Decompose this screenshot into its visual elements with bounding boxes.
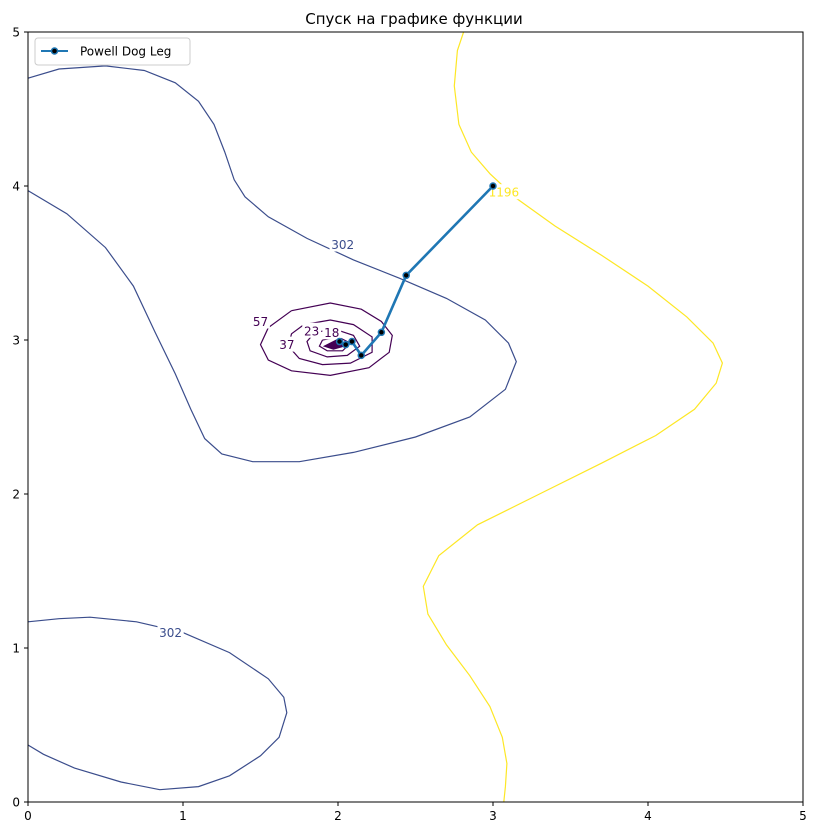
chart-title: Спуск на графике функции	[305, 10, 523, 28]
x-axis: 0 1 2 3 4 5	[24, 802, 807, 823]
x-tick-label-0: 0	[24, 809, 32, 823]
series-point-0-5	[342, 340, 350, 349]
y-tick-label-5: 5	[12, 26, 20, 40]
contour-label-1-0: 1196	[489, 186, 520, 200]
contour-line-0-0	[27, 65, 517, 463]
legend-marker-powell-dog-leg	[50, 47, 59, 55]
x-tick-label-1: 1	[179, 809, 187, 823]
series-point-0-1	[402, 271, 410, 280]
x-tick-label-3: 3	[489, 809, 497, 823]
y-tick-label-3: 3	[12, 334, 20, 348]
legend-box	[34, 37, 191, 66]
contour-layer: 302 302 1196 57 37 23 18	[27, 31, 724, 803]
contour-label-bg-0-0	[329, 236, 356, 252]
contour-line-1-0	[422, 31, 724, 803]
x-tick-label-2: 2	[334, 809, 342, 823]
legend: Powell Dog Leg	[34, 37, 191, 66]
y-tick-label-4: 4	[12, 180, 20, 194]
series-point-0-3	[357, 351, 365, 360]
y-axis: 0 1 2 3 4 5	[12, 26, 28, 810]
y-tick-label-0: 0	[12, 796, 20, 810]
contour-label-bg-0-1	[157, 624, 184, 640]
series-point-0-0	[489, 182, 497, 190]
contour-label-bg-5-0	[302, 322, 322, 338]
contour-label-6-0: 18	[324, 326, 339, 340]
x-tick-label-5: 5	[799, 809, 807, 823]
y-tick-label-2: 2	[12, 488, 20, 502]
series-layer	[335, 182, 497, 360]
contour-label-0-1: 302	[159, 626, 182, 640]
contour-label-5-0: 23	[304, 324, 319, 338]
contour-label-bg-3-0	[277, 336, 297, 352]
plot-frame	[27, 31, 804, 803]
series-point-0-2	[377, 328, 386, 337]
contour-line-2-0	[259, 302, 393, 377]
contour-label-3-0: 37	[279, 338, 294, 352]
series-point-0-4	[348, 337, 356, 346]
legend-label-powell-dog-leg: Powell Dog Leg	[80, 45, 171, 59]
contour-label-2-0: 57	[253, 315, 268, 329]
y-tick-label-1: 1	[12, 642, 20, 656]
contour-label-bg-6-0	[322, 324, 342, 340]
x-tick-label-4: 4	[644, 809, 652, 823]
contour-line-0-1	[27, 616, 288, 791]
series-point-0-6	[335, 337, 344, 346]
contour-label-bg-2-0	[251, 313, 270, 329]
contour-label-0-0: 302	[331, 238, 354, 252]
